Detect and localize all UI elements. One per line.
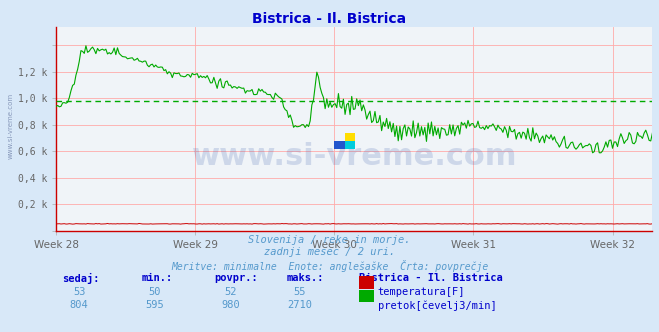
Text: povpr.:: povpr.: — [214, 273, 258, 283]
Text: Bistrica - Il. Bistrica: Bistrica - Il. Bistrica — [359, 273, 503, 283]
Text: zadnji mesec / 2 uri.: zadnji mesec / 2 uri. — [264, 247, 395, 257]
Text: min.:: min.: — [142, 273, 173, 283]
Text: Bistrica - Il. Bistrica: Bistrica - Il. Bistrica — [252, 12, 407, 26]
Text: pretok[čevelj3/min]: pretok[čevelj3/min] — [378, 300, 496, 311]
Text: www.si-vreme.com: www.si-vreme.com — [8, 93, 14, 159]
Text: 52: 52 — [225, 287, 237, 297]
Text: 804: 804 — [70, 300, 88, 310]
Text: 55: 55 — [294, 287, 306, 297]
Text: temperatura[F]: temperatura[F] — [378, 287, 465, 297]
Bar — [345, 132, 355, 140]
Text: 980: 980 — [221, 300, 240, 310]
Bar — [345, 140, 355, 148]
Text: www.si-vreme.com: www.si-vreme.com — [192, 142, 517, 171]
Text: 53: 53 — [73, 287, 85, 297]
Text: 50: 50 — [149, 287, 161, 297]
Bar — [334, 140, 345, 148]
Text: 595: 595 — [146, 300, 164, 310]
Text: maks.:: maks.: — [287, 273, 324, 283]
Text: 2710: 2710 — [287, 300, 312, 310]
Text: sedaj:: sedaj: — [63, 273, 100, 284]
Text: Slovenija / reke in morje.: Slovenija / reke in morje. — [248, 235, 411, 245]
Text: Meritve: minimalne  Enote: anglešaške  Črta: povprečje: Meritve: minimalne Enote: anglešaške Črt… — [171, 260, 488, 272]
